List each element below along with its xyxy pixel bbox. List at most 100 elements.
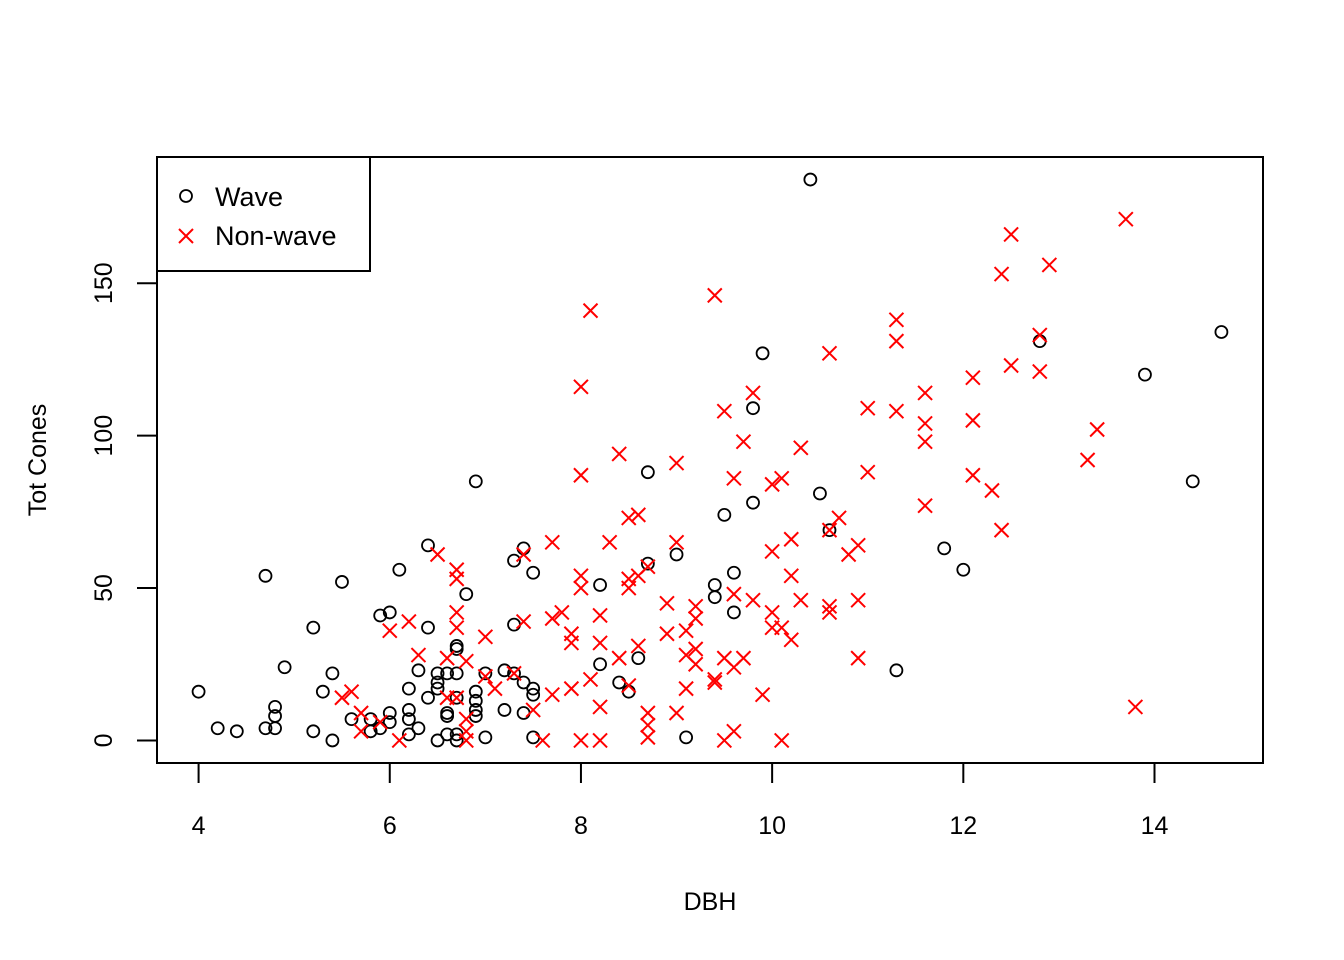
point-wave <box>421 690 435 705</box>
point-non-wave <box>659 626 675 642</box>
point-non-wave <box>582 302 599 319</box>
point-non-wave <box>506 665 522 682</box>
point-non-wave <box>554 604 570 621</box>
point-wave <box>956 562 971 577</box>
point-non-wave <box>573 568 589 584</box>
point-wave <box>277 660 292 675</box>
point-wave <box>430 681 445 696</box>
point-wave <box>315 684 330 699</box>
point-non-wave <box>888 312 905 328</box>
point-wave <box>746 401 760 416</box>
point-wave <box>640 556 655 571</box>
point-wave <box>449 690 464 705</box>
point-non-wave <box>821 598 838 615</box>
point-wave <box>726 565 741 580</box>
point-wave <box>468 703 483 717</box>
point-non-wave <box>668 705 685 721</box>
point-non-wave <box>525 702 541 718</box>
point-wave <box>516 675 531 690</box>
point-non-wave <box>448 619 465 636</box>
point-wave <box>1185 474 1200 489</box>
legend-nonwave-label: Non-wave <box>215 221 337 251</box>
point-non-wave <box>630 507 647 523</box>
point-non-wave <box>573 732 589 749</box>
point-wave <box>401 712 416 727</box>
point-non-wave <box>707 671 723 688</box>
point-wave <box>593 657 607 672</box>
point-non-wave <box>678 622 694 639</box>
point-wave <box>937 541 952 556</box>
y-tick-label: 150 <box>90 262 118 304</box>
point-wave <box>430 733 445 748</box>
point-non-wave <box>630 638 647 654</box>
point-non-wave <box>735 434 752 450</box>
point-wave <box>507 553 521 568</box>
point-non-wave <box>563 680 580 697</box>
point-non-wave <box>773 732 790 749</box>
point-non-wave <box>888 333 905 349</box>
point-non-wave <box>448 604 465 621</box>
point-wave <box>430 675 445 690</box>
point-non-wave <box>1079 452 1096 468</box>
point-wave <box>889 663 904 678</box>
point-wave <box>516 541 531 556</box>
x-tick-label: 6 <box>383 812 397 840</box>
point-wave <box>440 706 455 720</box>
point-wave <box>497 703 512 717</box>
point-wave <box>421 538 435 553</box>
point-wave <box>449 639 464 653</box>
point-non-wave <box>1127 699 1144 715</box>
point-non-wave <box>535 732 551 749</box>
point-wave <box>478 730 493 745</box>
x-axis-title: DBH <box>684 888 737 916</box>
point-wave <box>507 666 521 681</box>
point-non-wave <box>621 510 637 526</box>
point-wave <box>516 706 531 720</box>
point-non-wave <box>764 604 780 621</box>
point-non-wave <box>917 415 933 432</box>
point-non-wave <box>984 482 1000 499</box>
point-wave <box>325 733 340 748</box>
point-non-wave <box>821 522 838 538</box>
point-wave <box>526 565 541 580</box>
point-non-wave <box>754 687 771 703</box>
point-wave <box>1138 367 1152 382</box>
point-non-wave <box>773 619 790 636</box>
point-non-wave <box>611 650 627 666</box>
x-tick-label: 12 <box>949 812 977 840</box>
point-non-wave <box>716 403 733 419</box>
y-axis-title: Tot Cones <box>24 404 52 517</box>
point-non-wave <box>917 498 933 514</box>
point-non-wave <box>965 412 981 429</box>
point-wave <box>335 575 349 589</box>
point-non-wave <box>592 699 608 715</box>
point-non-wave <box>993 522 1010 538</box>
point-non-wave <box>850 650 866 666</box>
point-wave <box>430 666 445 681</box>
point-non-wave <box>573 467 589 483</box>
point-wave <box>726 605 741 620</box>
point-wave <box>229 724 244 739</box>
point-non-wave <box>726 470 742 486</box>
point-wave <box>258 721 273 736</box>
point-non-wave <box>487 680 503 697</box>
point-wave <box>640 465 655 480</box>
point-wave <box>478 666 493 681</box>
point-wave <box>526 687 541 702</box>
point-non-wave <box>726 586 742 602</box>
point-wave <box>210 721 225 736</box>
point-non-wave <box>678 680 694 697</box>
point-non-wave <box>1003 226 1019 243</box>
point-wave <box>325 666 340 681</box>
point-wave <box>268 700 282 714</box>
point-wave <box>621 684 636 699</box>
point-non-wave <box>965 467 981 483</box>
point-non-wave <box>544 534 560 551</box>
x-axis: 4 6 8 10 12 14 <box>192 762 1169 840</box>
point-wave <box>382 715 397 730</box>
point-non-wave <box>448 562 465 578</box>
legend: Wave Non-wave <box>156 156 371 272</box>
point-non-wave <box>764 543 780 560</box>
point-non-wave <box>659 595 675 611</box>
point-wave <box>468 693 483 708</box>
